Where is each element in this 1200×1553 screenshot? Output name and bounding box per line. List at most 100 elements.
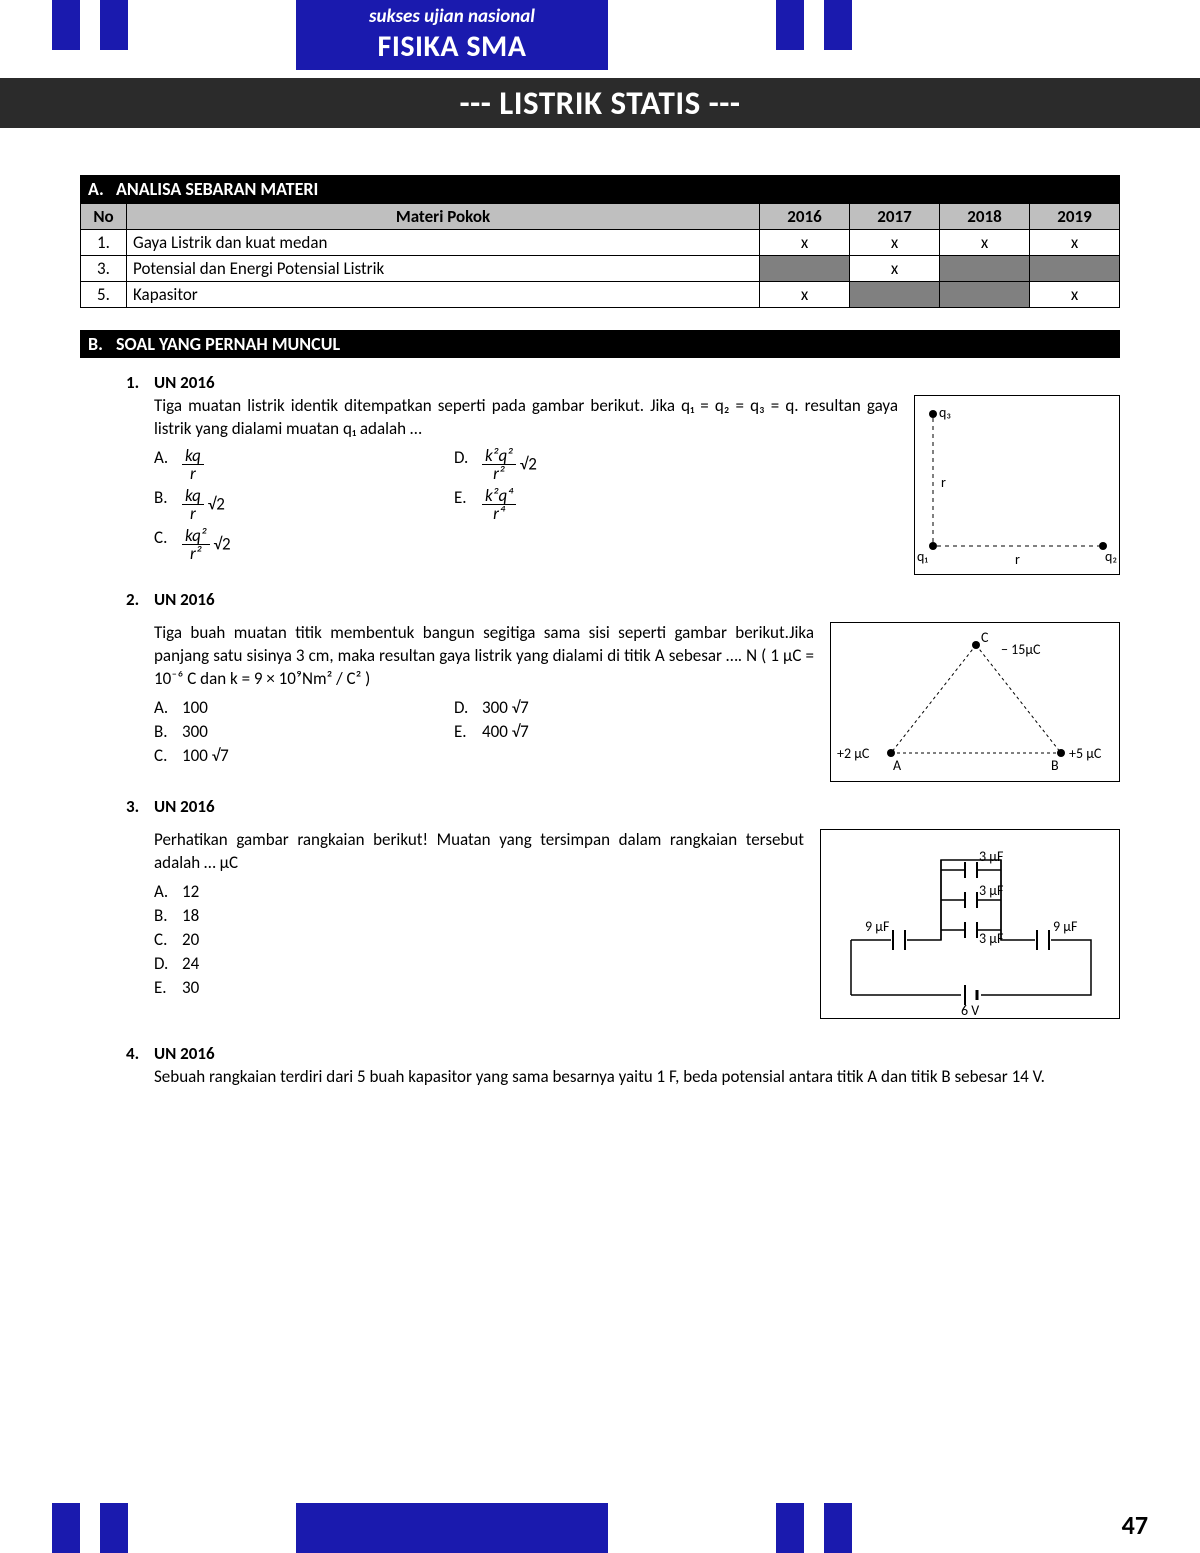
table-cell: Potensial dan Energi Potensial Listrik xyxy=(127,256,760,282)
decor-block xyxy=(776,0,804,50)
q1-opt-c: C. kq²r² √2 xyxy=(154,527,454,567)
table-cell: x xyxy=(760,230,850,256)
fig-label: 9 µF xyxy=(1053,918,1077,937)
col-materi: Materi Pokok xyxy=(127,204,760,230)
q1-figure: q₃ q₁ q₂ r r xyxy=(914,395,1120,575)
header-stripe: sukses ujian nasional FISIKA SMA xyxy=(0,0,1200,70)
page-number: 47 xyxy=(1122,1509,1148,1541)
decor-block xyxy=(100,0,128,50)
col-2018: 2018 xyxy=(940,204,1030,230)
table-cell: 1. xyxy=(81,230,127,256)
header-subtitle: sukses ujian nasional xyxy=(369,5,535,28)
q3-opt-c: C.20 xyxy=(154,929,199,953)
fig-label: 3 µF xyxy=(979,882,1003,901)
q-number: 2. xyxy=(126,589,154,612)
page-content: A. ANALISA SEBARAN MATERI No Materi Poko… xyxy=(80,175,1120,1089)
table-cell: x xyxy=(1030,282,1120,308)
fig-label: 3 µF xyxy=(979,848,1003,867)
q2-opt-d: D. 300 √7 xyxy=(454,697,704,721)
decor-block xyxy=(100,1503,128,1553)
table-cell: x xyxy=(1030,230,1120,256)
decor-block xyxy=(824,0,852,50)
fig-label: q₃ xyxy=(939,404,951,423)
q2-opt-a: A.100 xyxy=(154,697,454,721)
table-row: 1.Gaya Listrik dan kuat medanxxxx xyxy=(81,230,1120,256)
decor-block xyxy=(52,0,80,50)
table-row: 5.Kapasitorxx xyxy=(81,282,1120,308)
q3-opt-e: E.30 xyxy=(154,977,199,1001)
table-cell: 5. xyxy=(81,282,127,308)
fig-label: q₂ xyxy=(1105,548,1117,567)
q1-opt-a: A. kqr xyxy=(154,447,454,487)
q2-text: Tiga buah muatan titik membentuk bangun … xyxy=(154,622,814,691)
section-title: ANALISA SEBARAN MATERI xyxy=(116,178,318,200)
section-letter: A. xyxy=(88,178,116,200)
q1-text: Tiga muatan listrik identik ditempatkan … xyxy=(154,395,898,441)
section-b-heading: B. SOAL YANG PERNAH MUNCUL xyxy=(80,330,1120,358)
col-2017: 2017 xyxy=(850,204,940,230)
fig-label: 6 V xyxy=(961,1002,979,1021)
table-cell: Gaya Listrik dan kuat medan xyxy=(127,230,760,256)
fig-label: C xyxy=(981,629,988,648)
decor-block xyxy=(52,1503,80,1553)
section-a-heading: A. ANALISA SEBARAN MATERI xyxy=(80,175,1120,203)
fig-label: r xyxy=(1015,551,1020,570)
table-cell xyxy=(850,282,940,308)
table-cell: x xyxy=(760,282,850,308)
table-cell: Kapasitor xyxy=(127,282,760,308)
fig-label: A xyxy=(893,757,901,776)
questions: 1. UN 2016 Tiga muatan listrik identik d… xyxy=(126,372,1120,1089)
q-number: 1. xyxy=(126,372,154,395)
decor-block xyxy=(776,1503,804,1553)
q2-figure: C − 15µC +2 µC A +5 µC B xyxy=(830,622,1120,782)
decor-block xyxy=(296,1503,608,1553)
q2-opt-c: C.100 √7 xyxy=(154,745,454,769)
col-2016: 2016 xyxy=(760,204,850,230)
book-header: sukses ujian nasional FISIKA SMA xyxy=(296,0,608,70)
q2-opt-e: E. 400 √7 xyxy=(454,721,704,745)
chapter-title: --- LISTRIK STATIS --- xyxy=(460,83,741,123)
q3-text: Perhatikan gambar rangkaian berikut! Mua… xyxy=(154,829,804,875)
q3-figure: 3 µF 3 µF 3 µF 9 µF 9 µF 6 V xyxy=(820,829,1120,1019)
table-cell xyxy=(940,256,1030,282)
col-no: No xyxy=(81,204,127,230)
fig-label: 3 µF xyxy=(979,930,1003,949)
q3-heading: 3. UN 2016 xyxy=(126,796,1120,819)
decor-block xyxy=(824,1503,852,1553)
q2-opt-b: B.300 xyxy=(154,721,454,745)
table-cell: 3. xyxy=(81,256,127,282)
q-source: UN 2016 xyxy=(154,589,215,612)
q4-heading: 4. UN 2016 xyxy=(126,1043,1120,1066)
fig-label: +5 µC xyxy=(1069,745,1101,764)
chapter-title-bar: --- LISTRIK STATIS --- xyxy=(0,78,1200,128)
table-cell xyxy=(760,256,850,282)
section-letter: B. xyxy=(88,333,116,355)
q1-opt-b: B. kqr √2 xyxy=(154,487,454,527)
q3-opt-a: A.12 xyxy=(154,881,199,905)
col-2019: 2019 xyxy=(1030,204,1120,230)
table-row: 3.Potensial dan Energi Potensial Listrik… xyxy=(81,256,1120,282)
q-source: UN 2016 xyxy=(154,372,215,395)
header-title: FISIKA SMA xyxy=(378,28,527,65)
q1-opt-d: D. k²q²r² √2 xyxy=(454,447,704,487)
table-cell: x xyxy=(850,256,940,282)
q-source: UN 2016 xyxy=(154,796,215,819)
fig-label: q₁ xyxy=(917,548,928,567)
q4-text: Sebuah rangkaian terdiri dari 5 buah kap… xyxy=(154,1066,1120,1089)
materi-table: No Materi Pokok 2016 2017 2018 2019 1.Ga… xyxy=(80,203,1120,308)
fig-label: − 15µC xyxy=(1001,641,1041,660)
table-cell: x xyxy=(850,230,940,256)
q3-opt-d: D.24 xyxy=(154,953,199,977)
fig-label: +2 µC xyxy=(837,745,869,764)
fig-label: B xyxy=(1051,757,1059,776)
section-title: SOAL YANG PERNAH MUNCUL xyxy=(116,333,340,355)
fig-label: r xyxy=(941,474,946,493)
footer-stripe xyxy=(0,1503,1200,1553)
q-source: UN 2016 xyxy=(154,1043,215,1066)
table-cell xyxy=(1030,256,1120,282)
q-number: 3. xyxy=(126,796,154,819)
q1-opt-e: E. k²q⁴r⁴ xyxy=(454,487,704,527)
q1-heading: 1. UN 2016 xyxy=(126,372,1120,395)
table-head-row: No Materi Pokok 2016 2017 2018 2019 xyxy=(81,204,1120,230)
table-cell: x xyxy=(940,230,1030,256)
